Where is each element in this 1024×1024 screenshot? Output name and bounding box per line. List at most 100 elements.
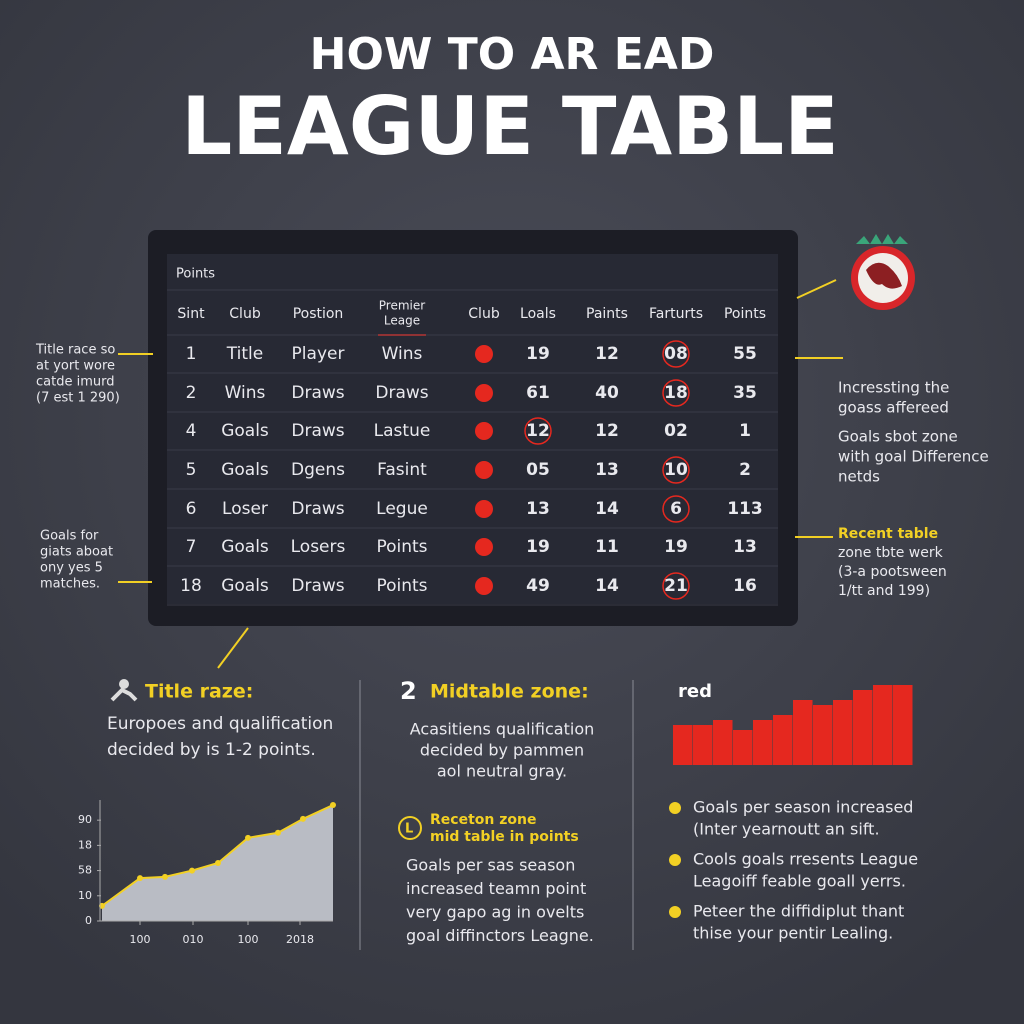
table-cell: Draws xyxy=(375,383,428,403)
table-cell: Loser xyxy=(222,499,268,519)
icon-l xyxy=(398,816,422,840)
bar xyxy=(813,705,833,765)
table-caption: Points xyxy=(176,267,215,282)
point xyxy=(189,867,195,874)
status-dot xyxy=(475,461,493,479)
annotation: Goals for xyxy=(40,529,99,544)
annotation: giats aboat xyxy=(40,545,113,560)
table-cell: 55 xyxy=(733,344,757,364)
column-header: Club xyxy=(229,306,261,322)
table-cell: 18 xyxy=(180,576,202,596)
bar xyxy=(833,700,853,765)
bar xyxy=(853,690,873,765)
table-cell: Draws xyxy=(291,421,344,441)
bar xyxy=(893,685,913,765)
table-cell: Goals xyxy=(221,576,269,596)
cell-highlight xyxy=(662,495,690,523)
table-cell: 6 xyxy=(186,499,197,519)
annotation: very gapo ag in ovelts xyxy=(406,903,584,922)
table-cell: 12 xyxy=(595,421,619,441)
annotation: Peteer the diffidiplut thant xyxy=(693,902,904,921)
table-cell: 1 xyxy=(739,421,751,441)
table-cell: Draws xyxy=(291,576,344,596)
icon-runner xyxy=(110,679,138,702)
column-header: Leage xyxy=(384,314,420,328)
table-cell: 05 xyxy=(526,460,550,480)
table-cell: Draws xyxy=(291,383,344,403)
table-cell: Wins xyxy=(382,344,423,364)
icon-two: 2 xyxy=(400,677,417,705)
annotation: Europoes and qualification xyxy=(107,714,333,734)
status-dot xyxy=(475,345,493,363)
table-inner xyxy=(167,254,778,604)
table-cell: 16 xyxy=(733,576,757,596)
section-title: Midtable zone: xyxy=(430,681,589,703)
table-cell: 2 xyxy=(739,460,751,480)
table-cell: 6 xyxy=(670,499,682,519)
table-cell: Player xyxy=(292,344,345,364)
table-cell: Legue xyxy=(376,499,428,519)
table-cell: Wins xyxy=(225,383,266,403)
annotation: Acasitiens qualification xyxy=(410,720,595,739)
column-header: Postion xyxy=(293,306,344,322)
column-header: Points xyxy=(724,306,766,322)
annotation: Title race so xyxy=(35,343,115,358)
title-line2: LEAGUE TABLE xyxy=(181,80,839,173)
table-cell: 19 xyxy=(664,537,688,557)
column-header: Loals xyxy=(520,306,556,322)
table-cell: 19 xyxy=(526,344,550,364)
table-cell: 13 xyxy=(595,460,619,480)
annotation: Goals sbot zone xyxy=(838,428,958,446)
bar xyxy=(693,725,713,765)
title-line1: HOW TO AR EAD xyxy=(310,29,715,80)
annotation: Incressting the xyxy=(838,379,949,397)
table-cell: 113 xyxy=(727,499,763,519)
table-cell: 12 xyxy=(595,344,619,364)
table-cell: Points xyxy=(376,537,427,557)
table-cell: Goals xyxy=(221,460,269,480)
table-cell: 18 xyxy=(664,383,688,403)
table-cell: Lastue xyxy=(374,421,431,441)
table-cell: 40 xyxy=(595,383,619,403)
x-tick-label: 010 xyxy=(183,933,204,946)
bar xyxy=(733,730,753,765)
callout: mid table in points xyxy=(430,829,579,845)
table-cell: Draws xyxy=(291,499,344,519)
y-tick-label: 0 xyxy=(85,914,92,927)
table-cell: 5 xyxy=(186,460,197,480)
table-cell: 35 xyxy=(733,383,757,403)
status-dot xyxy=(475,538,493,556)
annotation: Leagoiff feable goall yerrs. xyxy=(693,872,906,891)
section-title: Title raze: xyxy=(145,681,253,703)
table-cell: 1 xyxy=(186,344,197,364)
column-header: Premier xyxy=(379,299,425,313)
table-cell: Title xyxy=(226,344,263,364)
bar xyxy=(773,715,793,765)
pointer-line xyxy=(217,627,249,669)
bullet-icon xyxy=(669,802,681,814)
annotation: aol neutral gray. xyxy=(437,762,567,781)
cell-highlight xyxy=(662,572,690,600)
table-cell: 19 xyxy=(526,537,550,557)
point xyxy=(275,829,281,836)
table-cell: 13 xyxy=(733,537,757,557)
y-tick-label: 10 xyxy=(78,889,92,902)
annotation: goal diffinctors Leagne. xyxy=(406,926,594,945)
table-cell: Goals xyxy=(221,421,269,441)
table-cell: 2 xyxy=(186,383,197,403)
chart-title: red xyxy=(678,681,712,702)
point xyxy=(137,875,143,882)
annotation: at yort wore xyxy=(36,359,115,374)
annotation: Goals per sas season xyxy=(406,856,575,875)
callout: Receton zone xyxy=(430,812,536,828)
annotation: Cools goals rresents League xyxy=(693,850,918,869)
annotation: matches. xyxy=(40,577,100,592)
cell-highlight xyxy=(662,456,690,484)
annotation: (Inter yearnoutt an sift. xyxy=(693,820,880,839)
column-header: Sint xyxy=(177,306,205,322)
annotation: netds xyxy=(838,468,880,486)
table-cell: Losers xyxy=(291,537,346,557)
annotation: (3-a pootsween xyxy=(838,564,947,580)
status-dot xyxy=(475,577,493,595)
annotation: increased teamn point xyxy=(406,879,586,898)
